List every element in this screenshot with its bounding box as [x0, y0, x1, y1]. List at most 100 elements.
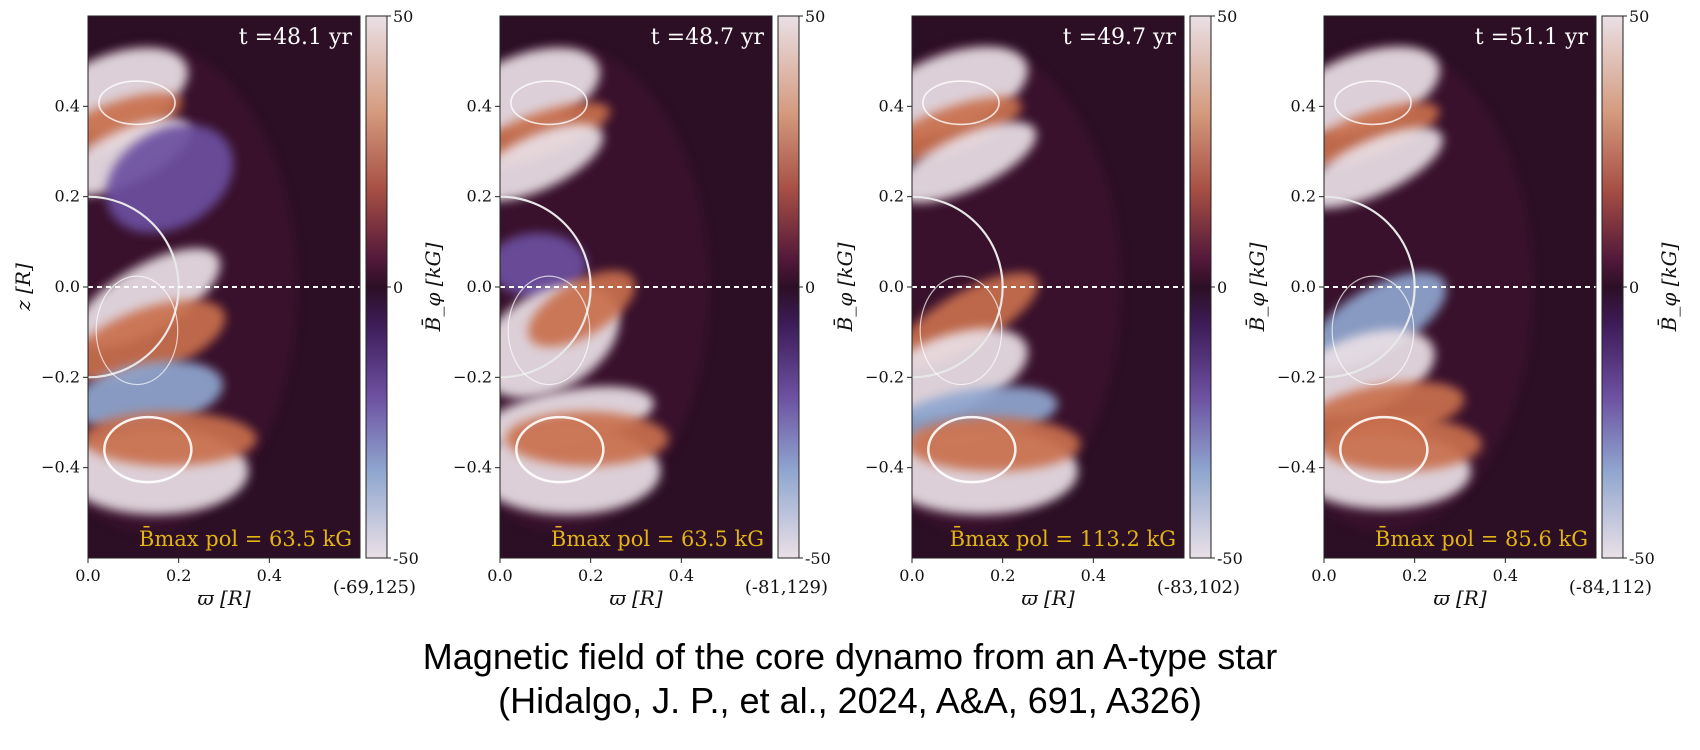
field-line	[510, 80, 588, 126]
field-line	[507, 275, 591, 386]
panels-group: 0.0 0.2 0.4 0.4 0.2 0.0 −0.2 −0.4 50 0 -50 0.0 0.2 0.…	[41, 7, 1655, 585]
field-lobe	[505, 411, 669, 466]
x-axis-label-4: ϖ [R]	[1433, 586, 1487, 610]
colorbar-label-4: B̄_φ [kG]	[1656, 242, 1681, 332]
colorbar-tick-label: 50	[1217, 7, 1237, 26]
x-tick-label: 0.0	[899, 566, 924, 585]
colorbar-tick-label: 50	[393, 7, 413, 26]
heatmap-field-4	[1324, 16, 1596, 558]
y-tick-label: 0.4	[1291, 96, 1316, 115]
y-tick-label: −0.2	[1277, 367, 1316, 386]
panel-3: t =49.7 yr B̄max pol = 113.2 kG (-83,102…	[950, 25, 1240, 598]
field-lobe	[528, 270, 636, 347]
colorbar-tick-label: -50	[1629, 549, 1655, 568]
x-tick-label: 0.4	[1493, 566, 1518, 585]
x-tick-label: 0.0	[1311, 566, 1336, 585]
heatmap-panel-1: 0.0 0.2 0.4 0.4 0.2 0.0 −0.2 −0.4 50 0 -50	[41, 7, 419, 585]
heatmap-field-2	[500, 16, 772, 558]
y-tick-label: 0.2	[467, 187, 492, 206]
panel-1: t =48.1 yr B̄max pol = 63.5 kG (-69,125)	[139, 25, 416, 598]
panel-3-range-label: (-83,102)	[1157, 577, 1240, 598]
panel-1-range-label: (-69,125)	[333, 577, 416, 598]
field-lobe	[88, 299, 226, 383]
x-tick-label: 0.2	[578, 566, 603, 585]
panel-4-bpol-label: B̄max pol = 85.6 kG	[1375, 526, 1588, 551]
x-tick-label: 0.4	[669, 566, 694, 585]
y-tick-label: 0.2	[1291, 187, 1316, 206]
x-tick-label: 0.2	[166, 566, 191, 585]
y-tick-label: −0.2	[41, 367, 80, 386]
panel-2-bpol-label: B̄max pol = 63.5 kG	[551, 526, 764, 551]
field-line	[1334, 80, 1412, 126]
colorbar	[777, 15, 800, 559]
field-line	[103, 415, 193, 484]
colorbar-tick-label: 0	[1629, 278, 1639, 297]
y-tick-label: −0.2	[453, 367, 492, 386]
panel-1-bpol-label: B̄max pol = 63.5 kG	[139, 526, 352, 551]
y-axis-label: z [R]	[11, 263, 35, 312]
heatmap-field-1	[88, 16, 360, 558]
x-axis-label-2: ϖ [R]	[609, 586, 663, 610]
panel-4-time-label: t =51.1 yr	[1475, 25, 1589, 50]
field-lobe	[1324, 102, 1440, 169]
field-lobe	[1324, 127, 1443, 209]
x-tick-label: 0.0	[487, 566, 512, 585]
y-tick-label: 0.2	[55, 187, 80, 206]
colorbar-tick-label: 0	[805, 278, 815, 297]
field-line	[927, 415, 1017, 484]
y-tick-label: 0.0	[55, 277, 80, 296]
x-tick-label: 0.4	[257, 566, 282, 585]
caption-line-2: (Hidalgo, J. P., et al., 2024, A&A, 691,…	[498, 680, 1202, 721]
field-line	[922, 80, 1000, 126]
colorbar-tick-label: 50	[1629, 7, 1649, 26]
field-lobe	[912, 417, 1081, 472]
field-line	[95, 275, 179, 386]
field-lobe	[500, 123, 604, 202]
colorbar-label-2: B̄_φ [kG]	[832, 242, 857, 332]
heatmap-panel-3: 0.0 0.2 0.4 0.4 0.2 0.0 −0.2 −0.4 50 0 -50	[865, 7, 1243, 585]
y-tick-label: 0.4	[55, 96, 80, 115]
field-line	[919, 275, 1003, 386]
field-lobe	[1324, 417, 1482, 472]
y-tick-label: 0.0	[879, 277, 904, 296]
colorbar-tick-label: -50	[1217, 549, 1243, 568]
colorbar-label-1: B̄_φ [kG]	[420, 242, 445, 332]
y-tick-label: 0.0	[467, 277, 492, 296]
colorbar	[365, 15, 388, 559]
colorbar-tick-label: 0	[1217, 278, 1227, 297]
field-lobe	[912, 96, 1023, 163]
colorbar-tick-label: -50	[805, 549, 831, 568]
field-lobe	[105, 124, 234, 233]
field-lobe	[912, 121, 1037, 203]
panel-3-bpol-label: B̄max pol = 113.2 kG	[950, 526, 1176, 551]
x-tick-label: 0.2	[990, 566, 1015, 585]
y-tick-label: 0.4	[467, 96, 492, 115]
field-line	[1339, 415, 1429, 484]
colorbar	[1601, 15, 1624, 559]
x-tick-label: 0.0	[75, 566, 100, 585]
colorbar-label-3: B̄_φ [kG]	[1244, 242, 1269, 332]
y-tick-label: 0.2	[879, 187, 904, 206]
x-tick-label: 0.2	[1402, 566, 1427, 585]
field-line	[515, 415, 605, 484]
y-tick-label: −0.4	[41, 458, 80, 477]
x-axis-label-3: ϖ [R]	[1021, 586, 1075, 610]
y-tick-label: 0.4	[879, 96, 904, 115]
x-axis-label-1: ϖ [R]	[197, 586, 251, 610]
y-tick-label: −0.4	[1277, 458, 1316, 477]
field-line	[98, 80, 176, 126]
heatmap-panel-2: 0.0 0.2 0.4 0.4 0.2 0.0 −0.2 −0.4 50 0 -50	[453, 7, 831, 585]
field-lobe	[88, 411, 257, 466]
colorbar	[1189, 15, 1212, 559]
y-tick-label: −0.4	[453, 458, 492, 477]
y-tick-label: −0.2	[865, 367, 904, 386]
panel-4-range-label: (-84,112)	[1569, 577, 1652, 598]
field-line	[1331, 275, 1415, 386]
colorbar-tick-label: -50	[393, 549, 419, 568]
y-tick-label: −0.4	[865, 458, 904, 477]
heatmap-field-3	[912, 16, 1184, 558]
panel-2-time-label: t =48.7 yr	[651, 25, 765, 50]
panel-2: t =48.7 yr B̄max pol = 63.5 kG (-81,129)	[551, 25, 828, 598]
panel-2-range-label: (-81,129)	[745, 577, 828, 598]
